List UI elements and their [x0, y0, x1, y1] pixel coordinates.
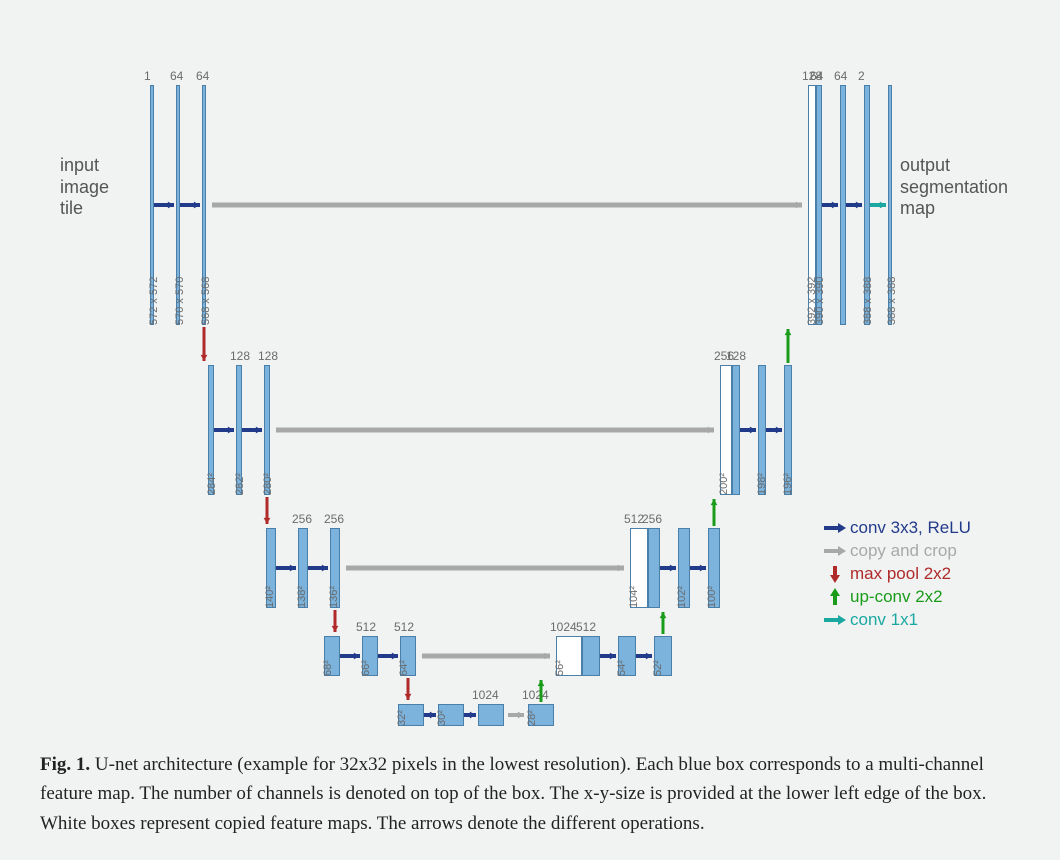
size-label: 30²: [436, 710, 448, 726]
op-arrow: [257, 487, 277, 534]
output-label: outputsegmentationmap: [900, 155, 1008, 220]
op-arrow: [336, 558, 634, 578]
channel-label: 64: [810, 69, 823, 83]
op-arrow: [266, 420, 724, 440]
op-arrow: [498, 705, 534, 725]
channel-label: 1024: [550, 620, 577, 634]
channel-label: 1: [144, 69, 151, 83]
input-label: inputimagetile: [60, 155, 109, 220]
size-label: 570 x 570: [174, 277, 186, 325]
channel-label: 256: [324, 512, 344, 526]
size-label: 196²: [782, 473, 794, 495]
channel-label: 128: [258, 349, 278, 363]
channel-label: 512: [356, 620, 376, 634]
channel-label: 128: [230, 349, 250, 363]
op-arrow: [756, 420, 792, 440]
size-label: 282²: [234, 473, 246, 495]
size-label: 388 x 388: [862, 277, 874, 325]
caption-bold: Fig. 1.: [40, 754, 90, 775]
channel-label: 256: [642, 512, 662, 526]
legend-label: copy and crop: [850, 541, 957, 561]
legend-label: conv 1x1: [850, 610, 918, 630]
figure-caption: Fig. 1. U-net architecture (example for …: [40, 750, 1020, 838]
channel-label: 64: [196, 69, 209, 83]
channel-label: 64: [170, 69, 183, 83]
op-arrow: [778, 319, 798, 373]
caption-text: U-net architecture (example for 32x32 pi…: [40, 754, 986, 834]
channel-label: 256: [292, 512, 312, 526]
size-label: 572 x 572: [148, 277, 160, 325]
op-arrow: [680, 558, 716, 578]
size-label: 104²: [628, 586, 640, 608]
op-arrow: [531, 670, 551, 712]
size-label: 284²: [206, 473, 218, 495]
legend-item: conv 1x1: [820, 610, 971, 630]
legend-item: copy and crop: [820, 541, 971, 561]
legend-item: up-conv 2x2: [820, 587, 971, 607]
op-arrow: [202, 195, 812, 215]
size-label: 138²: [296, 586, 308, 608]
op-arrow: [194, 317, 214, 371]
unet-diagram: 1572 x 57264570 x 57064568 x 568284²1282…: [0, 0, 1060, 860]
op-arrow: [626, 646, 662, 666]
legend-arrow-icon: [820, 611, 850, 629]
op-arrow: [653, 602, 673, 644]
op-arrow: [590, 646, 626, 666]
channel-label: 1024: [472, 688, 499, 702]
legend-label: up-conv 2x2: [850, 587, 943, 607]
legend-arrow-icon: [820, 565, 850, 583]
channel-label: 64: [834, 69, 847, 83]
op-arrow: [860, 195, 896, 215]
size-label: 100²: [706, 586, 718, 608]
legend-arrow-icon: [820, 588, 850, 606]
op-arrow: [704, 489, 724, 536]
size-label: 388 x 388: [886, 277, 898, 325]
size-label: 32²: [396, 710, 408, 726]
channel-label: 512: [394, 620, 414, 634]
legend-arrow-icon: [820, 542, 850, 560]
legend-arrow-icon: [820, 519, 850, 537]
size-label: 198²: [756, 473, 768, 495]
op-arrow: [412, 646, 560, 666]
size-label: 140²: [264, 586, 276, 608]
channel-label: 2: [858, 69, 865, 83]
size-label: 390 x 390: [814, 277, 826, 325]
legend-label: max pool 2x2: [850, 564, 951, 584]
legend-item: conv 3x3, ReLU: [820, 518, 971, 538]
legend: conv 3x3, ReLU copy and crop max pool 2x2 u…: [820, 515, 971, 633]
size-label: 102²: [676, 586, 688, 608]
legend-item: max pool 2x2: [820, 564, 971, 584]
channel-label: 512: [576, 620, 596, 634]
legend-label: conv 3x3, ReLU: [850, 518, 971, 538]
channel-label: 128: [726, 349, 746, 363]
